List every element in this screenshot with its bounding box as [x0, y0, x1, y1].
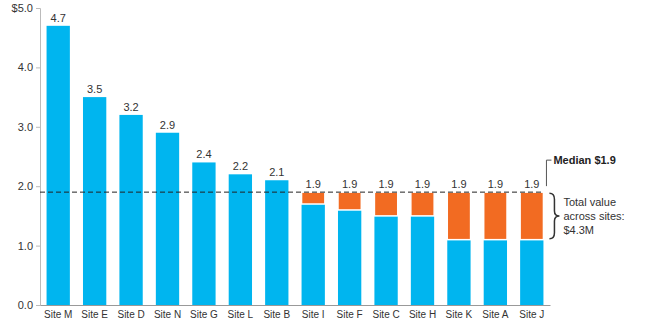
- bar-segment: [302, 192, 325, 204]
- y-tick-mark: [36, 305, 40, 306]
- y-tick-mark: [36, 127, 40, 128]
- bar-segment: [447, 240, 470, 305]
- bar-segment: [302, 204, 325, 305]
- data-label: 1.9: [451, 178, 466, 190]
- data-label: 3.2: [123, 101, 138, 113]
- y-tick-label: 4.0: [18, 61, 33, 73]
- x-tick-label: Site M: [44, 309, 72, 320]
- y-tick: 0.0: [18, 299, 40, 311]
- x-tick-label: Site B: [263, 309, 290, 320]
- bar-segment: [411, 192, 434, 216]
- y-tick: 2.0: [18, 180, 40, 192]
- bar-segment: [520, 192, 543, 240]
- y-tick: 4.0: [18, 61, 40, 73]
- bar-segment: [156, 133, 179, 305]
- x-tick: Site N: [154, 305, 181, 320]
- brace: [549, 193, 559, 239]
- data-label: 2.9: [160, 119, 175, 131]
- bar-segment: [47, 26, 70, 305]
- y-tick: $5.0: [12, 2, 40, 14]
- data-label: 1.9: [488, 178, 503, 190]
- x-tick-label: Site E: [81, 309, 108, 320]
- x-tick-label: Site I: [302, 309, 325, 320]
- bar-segment: [83, 97, 106, 305]
- bar-segment: [374, 216, 397, 305]
- y-tick-label: 1.0: [18, 240, 33, 252]
- x-tick-label: Site H: [409, 309, 436, 320]
- x-tick-label: Site D: [117, 309, 144, 320]
- x-tick-label: Site F: [337, 309, 363, 320]
- data-label: 1.9: [524, 178, 539, 190]
- y-tick-mark: [36, 186, 40, 187]
- y-tick-label: 0.0: [18, 299, 33, 311]
- x-tick-label: Site J: [519, 309, 544, 320]
- x-tick-label: Site A: [482, 309, 508, 320]
- x-tick-label: Site C: [372, 309, 399, 320]
- annotation-line: $4.3M: [563, 224, 594, 236]
- data-label: 1.9: [378, 178, 393, 190]
- x-axis-line: [41, 305, 551, 306]
- x-axis: Site M Site E Site D Site N Site G Site L Site…: [41, 305, 551, 320]
- data-label: 3.5: [87, 83, 102, 95]
- x-tick: Site B: [263, 305, 290, 320]
- x-tick: Site K: [446, 305, 473, 320]
- x-tick: Site I: [302, 305, 325, 320]
- bar-segment: [411, 216, 434, 305]
- data-label: 1.9: [415, 178, 430, 190]
- median-label: Median $1.9: [553, 154, 615, 166]
- x-tick: Site H: [409, 305, 436, 320]
- y-tick: 3.0: [18, 121, 40, 133]
- x-tick: Site E: [81, 305, 108, 320]
- data-label: 2.1: [269, 166, 284, 178]
- x-tick: Site F: [337, 305, 363, 320]
- x-tick: Site D: [117, 305, 144, 320]
- plot: 0.01.02.03.04.0$5.0Site MSite ESite DSit…: [12, 2, 625, 320]
- bar-segment: [484, 240, 507, 305]
- bar-segment: [484, 192, 507, 240]
- bars: [47, 26, 544, 305]
- x-tick-label: Site L: [228, 309, 254, 320]
- data-label: 2.4: [196, 148, 211, 160]
- x-tick: Site C: [372, 305, 399, 320]
- y-axis-line: [36, 9, 41, 306]
- data-label: 4.7: [51, 12, 66, 24]
- median-line: [40, 192, 543, 193]
- y-tick: 1.0: [18, 240, 40, 252]
- x-tick: Site J: [519, 305, 544, 320]
- bar-segment: [119, 115, 142, 305]
- y-tick-mark: [36, 8, 40, 9]
- bar-segment: [447, 192, 470, 240]
- annotation-line: across sites:: [563, 210, 624, 222]
- y-tick-label: 3.0: [18, 121, 33, 133]
- data-label: 1.9: [342, 178, 357, 190]
- data-label: 1.9: [306, 178, 321, 190]
- y-tick-label: $5.0: [12, 2, 33, 14]
- x-tick: Site G: [190, 305, 218, 320]
- bar-segment: [265, 180, 288, 305]
- bar-segment: [374, 192, 397, 216]
- y-tick-mark: [36, 246, 40, 247]
- annotation-line: Total value: [563, 196, 616, 208]
- bar-segment: [338, 210, 361, 305]
- chart: 0.01.02.03.04.0$5.0Site MSite ESite DSit…: [0, 0, 650, 325]
- median-connector: [546, 160, 551, 186]
- bar-segment: [520, 240, 543, 305]
- x-tick-label: Site G: [190, 309, 218, 320]
- x-tick-label: Site N: [154, 309, 181, 320]
- x-tick-label: Site K: [446, 309, 473, 320]
- y-tick-label: 2.0: [18, 180, 33, 192]
- x-tick: Site A: [482, 305, 508, 320]
- bar-segment: [192, 162, 215, 305]
- x-tick: Site M: [44, 305, 72, 320]
- bar-segment: [229, 174, 252, 305]
- y-axis: 0.0 1.0 2.0 3.0 4.0 $5.0: [12, 2, 41, 311]
- y-tick-mark: [36, 67, 40, 68]
- x-tick: Site L: [228, 305, 254, 320]
- bar-segment: [338, 192, 361, 210]
- data-label: 2.2: [233, 160, 248, 172]
